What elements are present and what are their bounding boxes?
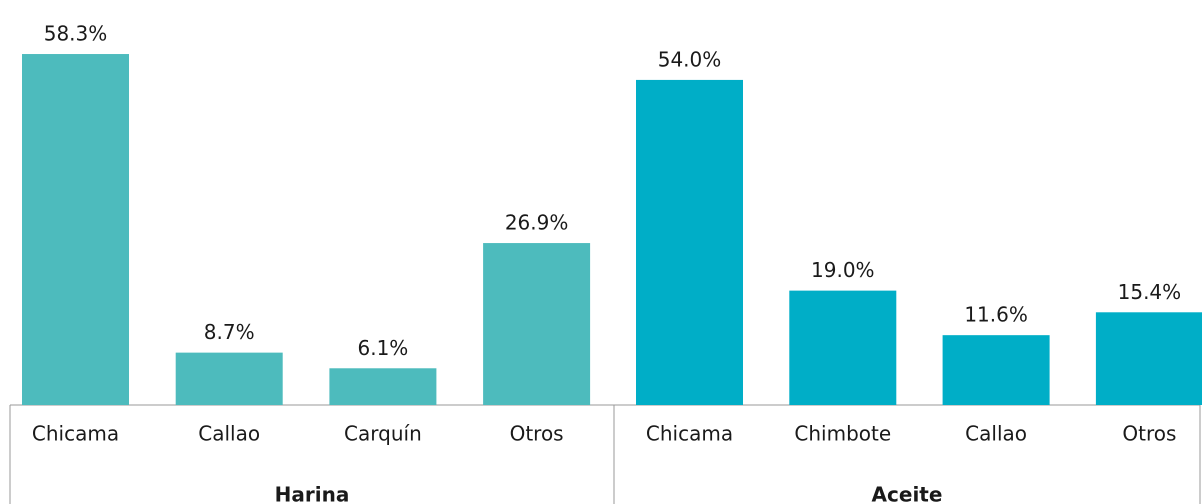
bar [329,368,437,405]
value-label: 8.7% [204,320,255,344]
x-tick-label: Callao [198,422,260,446]
value-label: 11.6% [964,303,1028,327]
bar [1095,312,1202,405]
x-tick-label: Callao [965,422,1027,446]
bar [175,352,283,405]
x-tick-label: Carquín [344,422,422,446]
x-tick-label: Otros [1122,422,1176,446]
value-label: 19.0% [811,258,875,282]
bar [483,243,591,405]
x-tick-label: Chicama [646,422,733,446]
bar [789,290,897,405]
group-label: Aceite [872,483,943,504]
value-label: 15.4% [1118,280,1182,304]
x-tick-label: Chimbote [794,422,891,446]
value-label: 58.3% [44,22,108,46]
x-tick-label: Otros [510,422,564,446]
value-label: 26.9% [505,211,569,235]
value-label: 6.1% [357,336,408,360]
value-label: 54.0% [658,47,722,71]
bar [22,54,129,406]
bar [636,79,743,406]
group-label: Harina [275,483,350,504]
bar [942,335,1050,405]
x-tick-label: Chicama [32,422,119,446]
